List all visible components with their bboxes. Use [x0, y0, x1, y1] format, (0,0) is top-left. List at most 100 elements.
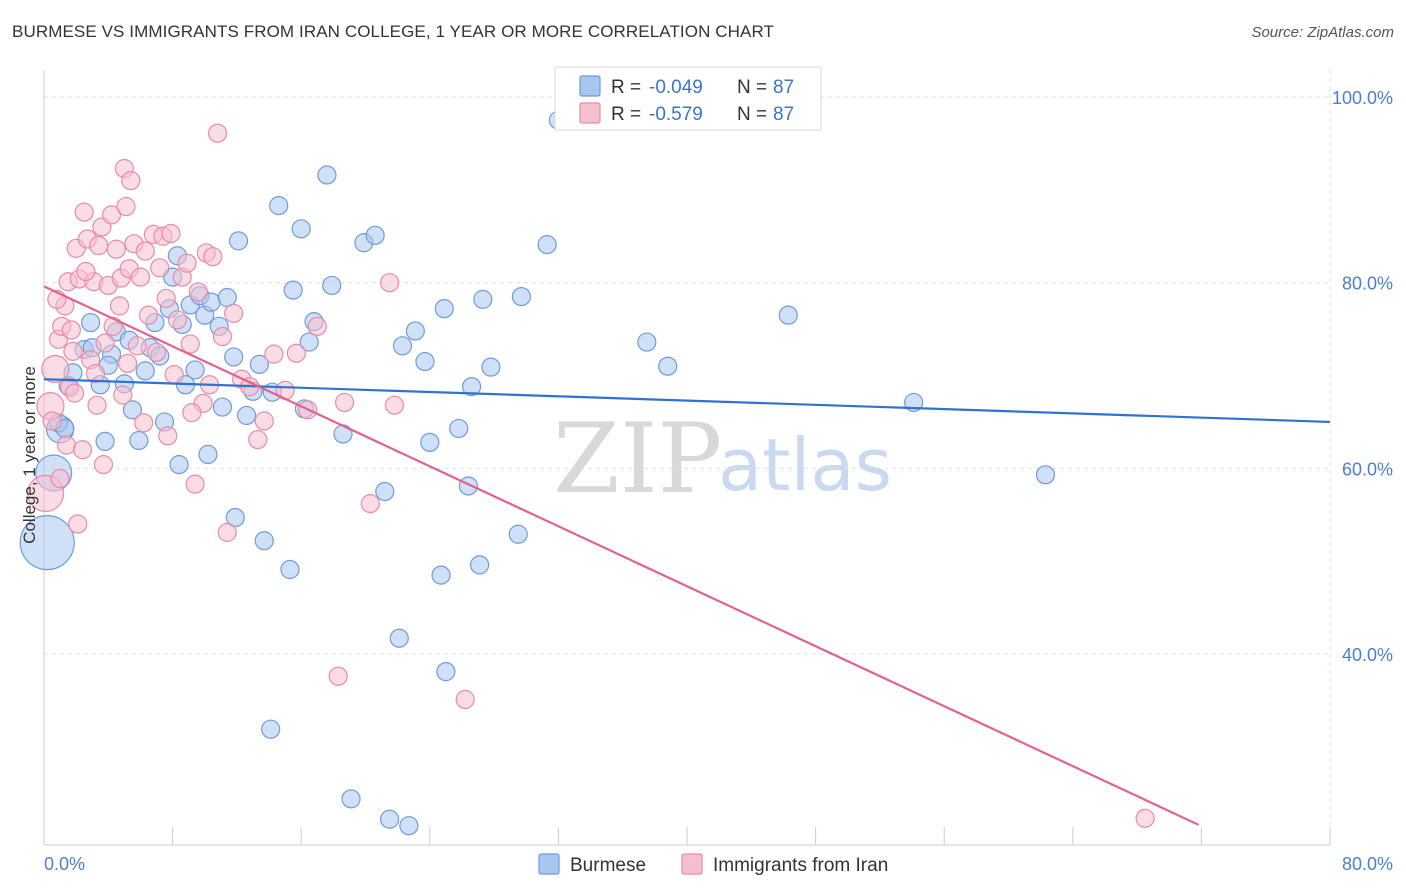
burmese-point [399, 816, 419, 836]
burmese-point [254, 531, 274, 551]
iran-point [85, 364, 106, 384]
burmese-point [461, 377, 482, 397]
burmese-point [212, 397, 233, 417]
legend-n-label-iran: N = [737, 104, 767, 125]
burmese-point [434, 299, 454, 319]
legend-r-value-iran: -0.579 [649, 104, 703, 125]
iran-point [328, 666, 348, 686]
burmese-point [299, 332, 319, 352]
burmese-point [637, 332, 657, 352]
watermark-atlas: atlas [718, 423, 892, 507]
iran-point [286, 343, 306, 363]
x-tick-label: 0.0% [44, 854, 85, 874]
legend-swatch-burmese [579, 75, 601, 97]
iran-point [109, 296, 130, 316]
iran-point [217, 522, 237, 542]
iran-point [61, 320, 81, 340]
iran-point [87, 395, 107, 415]
burmese-point [169, 455, 189, 475]
iran-point [93, 455, 114, 475]
burmese-point [405, 321, 425, 341]
burmese-point [283, 280, 303, 300]
iran-point [68, 514, 88, 534]
burmese-point [431, 565, 451, 585]
iran-point [177, 253, 197, 273]
iran-point [380, 273, 400, 293]
zipatlas-watermark: ZIP atlas [553, 403, 892, 515]
burmese-point [458, 476, 478, 496]
burmese-points [19, 110, 1056, 836]
y-tick-label: 40.0% [1342, 645, 1393, 665]
iran-point [63, 341, 83, 361]
series-legend-label-iran: Immigrants from Iran [713, 855, 888, 876]
iran-point [103, 316, 123, 336]
source-credit: Source: ZipAtlas.com [1251, 24, 1394, 41]
iran-points [27, 123, 1155, 828]
legend-r-label-burmese: R = [611, 77, 641, 98]
burmese-point [236, 405, 257, 426]
burmese-point [508, 524, 528, 544]
iran-point [150, 258, 170, 278]
x-tick-label: 80.0% [1342, 854, 1393, 874]
series-legend: Burmese Immigrants from Iran [538, 853, 888, 876]
burmese-point [375, 481, 395, 502]
burmese-point [511, 286, 532, 307]
iran-point [56, 435, 77, 455]
legend-r-label-iran: R = [611, 104, 641, 125]
legend-r-value-burmese: -0.049 [649, 77, 703, 98]
burmese-point [95, 431, 115, 452]
iran-point [146, 342, 167, 362]
iran-point [50, 468, 70, 489]
legend-n-value-burmese: 87 [773, 77, 794, 98]
iran-point [138, 305, 159, 325]
burmese-point [81, 312, 101, 333]
burmese-point [778, 305, 798, 325]
iran-point [455, 689, 475, 710]
iran-point [360, 494, 380, 514]
burmese-point [341, 789, 361, 809]
burmese-point [537, 235, 557, 255]
iran-point [121, 170, 141, 191]
iran-point [208, 123, 228, 143]
burmese-point [129, 430, 149, 451]
correlation-legend: R = -0.049 N = 87 R = -0.579 N = 87 [554, 66, 822, 131]
iran-point [74, 202, 94, 222]
trend-lines [43, 285, 1331, 826]
burmese-point [135, 361, 155, 381]
iran-point [158, 426, 178, 446]
burmese-point [392, 336, 413, 356]
burmese-point [228, 231, 249, 251]
burmese-point [280, 559, 300, 580]
y-tick-label: 100.0% [1332, 88, 1393, 108]
burmese-point [415, 351, 435, 372]
burmese-point [317, 165, 337, 185]
burmese-point [19, 514, 75, 571]
iran-point [212, 326, 233, 347]
iran-point [134, 413, 154, 433]
burmese-point [380, 809, 400, 829]
iran-point [254, 411, 274, 431]
chart-title: BURMESE VS IMMIGRANTS FROM IRAN COLLEGE,… [12, 22, 775, 41]
burmese-point [470, 555, 490, 575]
iran-point [1135, 808, 1155, 828]
iran-point [95, 333, 115, 353]
iran-point [117, 353, 138, 374]
iran-point [41, 354, 70, 384]
burmese-point [198, 444, 218, 465]
series-legend-label-burmese: Burmese [570, 855, 646, 876]
y-axis-label: College, 1 year or more [20, 366, 39, 544]
iran-point [42, 411, 62, 431]
burmese-point [122, 400, 143, 420]
burmese-point [473, 289, 493, 309]
iran-point [188, 282, 208, 302]
iran-point [164, 364, 184, 385]
iran-point [248, 429, 268, 450]
iran-trend-line [43, 285, 1200, 826]
iran-point [135, 241, 155, 261]
burmese-point [224, 347, 244, 367]
burmese-point [249, 354, 270, 374]
iran-point [127, 336, 147, 356]
burmese-point [322, 275, 342, 296]
series-legend-swatch-iran [681, 853, 703, 875]
